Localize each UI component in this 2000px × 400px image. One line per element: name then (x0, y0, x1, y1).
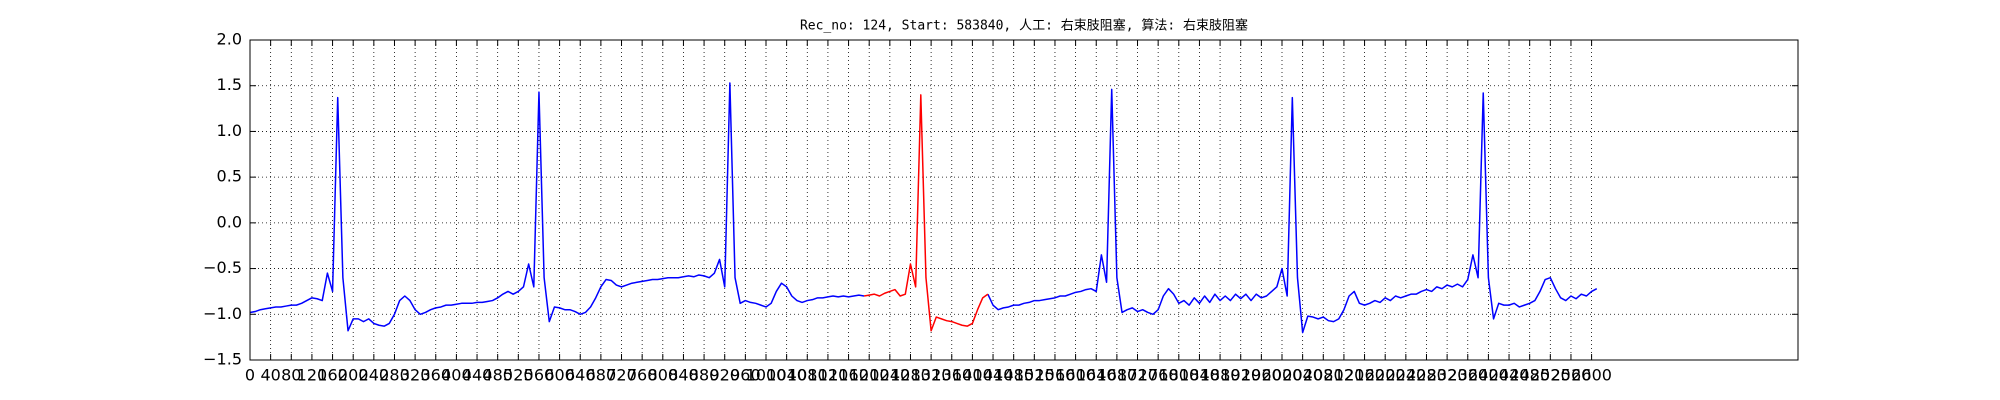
x-tick-label: 760 (627, 366, 658, 385)
y-tick-label: 2.0 (217, 30, 242, 49)
x-tick-label: 1040 (766, 366, 807, 385)
y-tick-label: −0.5 (203, 258, 242, 277)
x-tick-label: 280 (379, 366, 410, 385)
x-tick-label: 1080 (787, 366, 828, 385)
x-tick-label: 640 (565, 366, 596, 385)
x-tick-label: 2200 (1365, 366, 1406, 385)
x-tick-label: 680 (586, 366, 617, 385)
x-tick-label: 720 (606, 366, 637, 385)
x-tick-label: 1800 (1158, 366, 1199, 385)
x-tick-label: 0 (245, 366, 255, 385)
x-tick-label: 400 (441, 366, 472, 385)
x-tick-label: 2080 (1303, 366, 1344, 385)
ecg-line (863, 94, 989, 332)
x-tick-label: 1680 (1097, 366, 1138, 385)
x-tick-label: 160 (317, 366, 348, 385)
x-tick-label: 480 (482, 366, 513, 385)
x-tick-label: 1400 (952, 366, 993, 385)
x-tick-label: 1840 (1179, 366, 1220, 385)
x-tick-label: 920 (709, 366, 740, 385)
x-tick-label: 120 (297, 366, 328, 385)
x-tick-label: 1360 (931, 366, 972, 385)
x-tick-label: 880 (689, 366, 720, 385)
y-tick-label: 0.0 (217, 212, 242, 231)
x-tick-label: 1000 (746, 366, 787, 385)
x-tick-label: 1480 (993, 366, 1034, 385)
y-tick-label: −1.0 (203, 304, 242, 323)
x-tick-label: 1760 (1138, 366, 1179, 385)
x-tick-label: 240 (359, 366, 390, 385)
x-tick-label: 840 (668, 366, 699, 385)
chart-title: Rec_no: 124, Start: 583840, 人工: 右束肢阻塞, 算… (800, 18, 1248, 34)
x-tick-label: 2520 (1530, 366, 1571, 385)
x-tick-label: 440 (462, 366, 493, 385)
x-tick-label: 1320 (911, 366, 952, 385)
x-tick-label: 2600 (1571, 366, 1612, 385)
x-tick-label: 2560 (1551, 366, 1592, 385)
x-tick-label: 2040 (1282, 366, 1323, 385)
x-tick-label: 560 (524, 366, 555, 385)
x-tick-label: 1440 (973, 366, 1014, 385)
x-tick-label: 2240 (1385, 366, 1426, 385)
x-tick-label: 320 (400, 366, 431, 385)
x-tick-label: 200 (338, 366, 369, 385)
x-tick-label: 800 (648, 366, 679, 385)
ecg-line (249, 82, 1598, 334)
x-tick-label: 1280 (890, 366, 931, 385)
y-tick-label: −1.5 (203, 350, 242, 369)
x-tick-label: 2320 (1427, 366, 1468, 385)
y-tick-label: 1.5 (217, 75, 242, 94)
x-tick-label: 1640 (1076, 366, 1117, 385)
x-tick-label: 960 (730, 366, 761, 385)
x-tick-label: 40 (260, 366, 280, 385)
x-tick-label: 1600 (1055, 366, 1096, 385)
x-tick-label: 1160 (828, 366, 869, 385)
x-tick-label: 1120 (808, 366, 849, 385)
x-tick-label: 600 (544, 366, 575, 385)
x-tick-label: 2280 (1406, 366, 1447, 385)
x-tick-label: 2440 (1489, 366, 1530, 385)
x-tick-label: 1240 (869, 366, 910, 385)
x-tick-label: 520 (503, 366, 534, 385)
x-tick-label: 2120 (1324, 366, 1365, 385)
x-tick-label: 1880 (1200, 366, 1241, 385)
x-tick-label: 1520 (1014, 366, 1055, 385)
x-tick-label: 80 (281, 366, 301, 385)
x-tick-label: 1960 (1241, 366, 1282, 385)
x-tick-label: 2360 (1447, 366, 1488, 385)
x-tick-label: 1200 (849, 366, 890, 385)
y-tick-label: 0.5 (217, 167, 242, 186)
x-tick-label: 1560 (1035, 366, 1076, 385)
x-tick-label: 2000 (1262, 366, 1303, 385)
x-tick-label: 2400 (1468, 366, 1509, 385)
y-tick-label: 1.0 (217, 121, 242, 140)
x-tick-label: 360 (420, 366, 451, 385)
x-tick-label: 1920 (1220, 366, 1261, 385)
x-tick-label: 1720 (1117, 366, 1158, 385)
x-tick-label: 2480 (1509, 366, 1550, 385)
plot-frame (249, 39, 1799, 361)
x-tick-label: 2160 (1344, 366, 1385, 385)
